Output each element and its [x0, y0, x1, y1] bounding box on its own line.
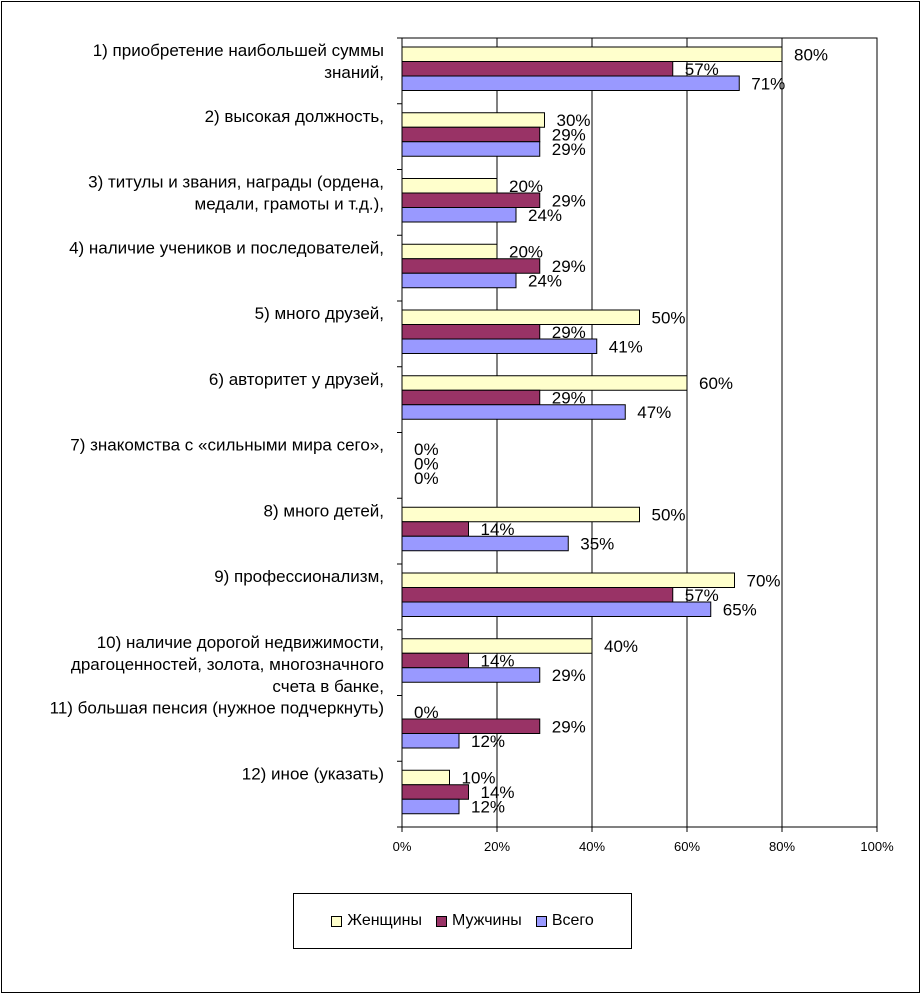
bars-layer: [401, 46, 783, 815]
bar: [401, 652, 469, 669]
data-label: 29%: [552, 666, 586, 685]
category-label: 11) большая пенсия (нужное подчеркнуть): [50, 699, 384, 718]
bar: [401, 667, 541, 683]
data-label: 0%: [414, 469, 439, 488]
data-label: 41%: [609, 337, 643, 356]
data-label: 29%: [552, 126, 586, 145]
data-label: 57%: [685, 586, 719, 605]
legend-label-total: Всего: [551, 912, 594, 929]
x-tick-label: 0%: [393, 839, 412, 854]
data-label: 24%: [528, 272, 562, 291]
bar: [401, 207, 517, 223]
data-label: 47%: [637, 403, 671, 422]
x-tick-label: 80%: [769, 839, 795, 854]
data-label: 29%: [552, 323, 586, 342]
data-label: 29%: [552, 257, 586, 276]
category-label: 8) много детей,: [264, 501, 384, 520]
bar: [401, 61, 674, 77]
category-label: 10) наличие дорогой недвижимости,: [97, 633, 384, 652]
bar: [401, 587, 674, 603]
category-label: счета в банке,: [272, 677, 384, 696]
legend-swatch-total: [535, 915, 547, 927]
x-tick-label: 60%: [674, 839, 700, 854]
data-label: 57%: [685, 60, 719, 79]
data-label: 14%: [481, 783, 515, 802]
bar: [401, 112, 545, 128]
bar: [401, 178, 498, 194]
category-label: 1) приобретение наибольшей суммы: [93, 41, 384, 60]
data-label: 29%: [552, 389, 586, 408]
data-label: 30%: [557, 111, 591, 130]
bar: [401, 798, 460, 815]
data-label: 65%: [723, 600, 757, 619]
legend-swatch-women: [331, 915, 343, 927]
bar: [401, 141, 541, 157]
data-label: 20%: [509, 177, 543, 196]
category-label: 5) много друзей,: [255, 304, 384, 323]
data-label: 12%: [471, 732, 505, 751]
x-tick-label: 40%: [579, 839, 605, 854]
data-label: 14%: [481, 520, 515, 539]
category-label: 12) иное (указать): [242, 764, 384, 783]
x-tick-label: 100%: [860, 839, 894, 854]
category-label: медали, грамоты и т.д.),: [195, 195, 384, 214]
data-labels-layer: 80%57%71%30%29%29%20%29%24%20%29%24%50%2…: [414, 45, 828, 816]
bar: [401, 272, 517, 289]
data-label: 71%: [751, 74, 785, 93]
bar: [401, 769, 450, 786]
legend-item-men: Мужчины: [435, 912, 522, 930]
data-label: 12%: [471, 798, 505, 817]
x-tick-label: 20%: [484, 839, 510, 854]
legend-item-women: Женщины: [331, 912, 422, 930]
bar: [401, 324, 541, 340]
category-label: 6) авторитет у друзей,: [209, 370, 384, 389]
data-label: 40%: [604, 637, 638, 656]
data-label: 50%: [652, 506, 686, 525]
bar: [401, 733, 460, 749]
bar: [401, 309, 640, 325]
data-label: 14%: [481, 652, 515, 671]
category-label: 9) профессионализм,: [214, 567, 384, 586]
data-label: 0%: [414, 703, 439, 722]
category-label: 4) наличие учеников и последователей,: [69, 238, 384, 257]
data-label: 50%: [652, 308, 686, 327]
data-label: 80%: [794, 45, 828, 64]
grid-layer: [401, 37, 878, 828]
data-label: 60%: [699, 374, 733, 393]
data-label: 0%: [414, 454, 439, 473]
bar: [401, 506, 640, 523]
bar: [401, 404, 626, 420]
category-label: 2) высокая должность,: [205, 107, 384, 126]
bar: [401, 375, 688, 391]
bar: [401, 389, 541, 406]
data-label: 29%: [552, 717, 586, 736]
legend-label-men: Мужчины: [451, 912, 522, 929]
bar: [401, 126, 541, 143]
data-label: 10%: [462, 769, 496, 788]
data-label: 29%: [552, 191, 586, 210]
category-labels-layer: 1) приобретение наибольшей суммы знаний, 2…: [50, 41, 384, 783]
category-label: 7) знакомства с «сильными мира сего»,: [70, 436, 384, 455]
bar: [401, 521, 469, 537]
data-label: 35%: [580, 535, 614, 554]
data-label: 70%: [747, 571, 781, 590]
bar: [401, 243, 498, 260]
legend-item-total: Всего: [535, 912, 594, 930]
data-label: 29%: [552, 140, 586, 159]
category-label: драгоценностей, золота, многозначного: [71, 655, 384, 674]
category-label: знаний,: [324, 63, 384, 82]
data-label: 20%: [509, 243, 543, 262]
category-label: 3) титулы и звания, награды (ордена,: [88, 173, 384, 192]
legend-label-women: Женщины: [347, 912, 422, 929]
legend: Женщины Мужчины Всего: [293, 893, 632, 949]
bar: [401, 601, 712, 617]
data-label: 0%: [414, 440, 439, 459]
bar: [401, 784, 469, 800]
data-label: 24%: [528, 206, 562, 225]
legend-swatch-men: [435, 915, 447, 927]
axis-layer: 0% 20% 40% 60% 80% 100%: [393, 37, 894, 854]
bar: [401, 46, 783, 62]
